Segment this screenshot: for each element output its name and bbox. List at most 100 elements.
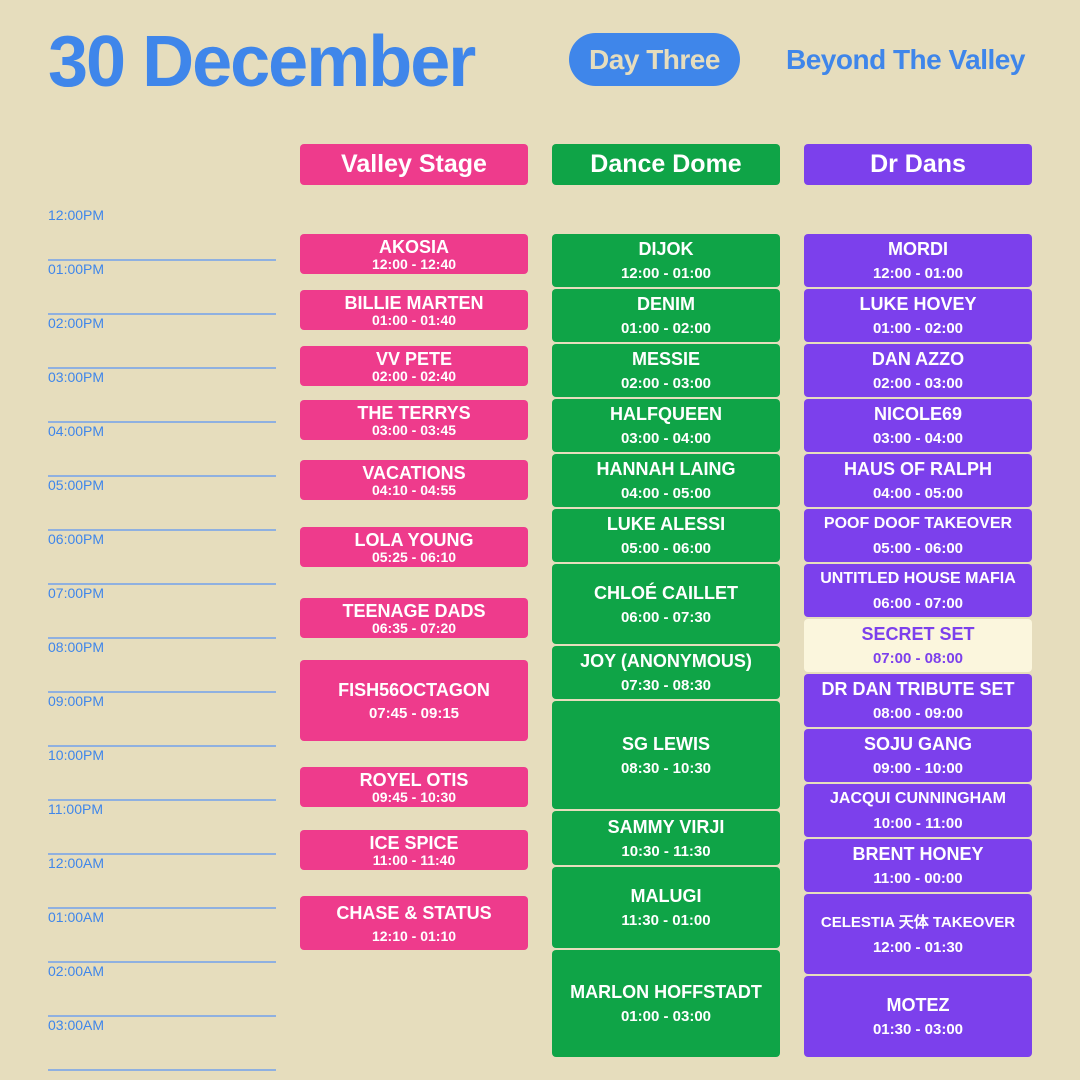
set-slot[interactable]: DAN AZZO 02:00 - 03:00: [804, 344, 1032, 397]
time-label: 12:00PM: [48, 207, 105, 223]
set-time: 01:00 - 03:00: [620, 1008, 712, 1025]
set-slot[interactable]: LUKE HOVEY 01:00 - 02:00: [804, 289, 1032, 342]
artist-name: FISH56OCTAGON: [338, 680, 490, 700]
set-time: 03:00 - 04:00: [620, 430, 712, 447]
set-time: 12:00 - 01:30: [872, 938, 964, 956]
time-divider: [48, 259, 276, 261]
time-label: 08:00PM: [48, 639, 105, 655]
set-slot[interactable]: MORDI 12:00 - 01:00: [804, 234, 1032, 287]
artist-name: UNTITLED HOUSE MAFIA: [820, 570, 1016, 587]
set-time: 04:00 - 05:00: [620, 485, 712, 502]
time-label: 05:00PM: [48, 477, 105, 493]
set-slot[interactable]: MESSIE 02:00 - 03:00: [552, 344, 780, 397]
set-time: 04:00 - 05:00: [872, 485, 964, 502]
set-slot[interactable]: POOF DOOF TAKEOVER 05:00 - 06:00: [804, 509, 1032, 562]
artist-name: MARLON HOFFSTADT: [570, 982, 762, 1002]
set-slot[interactable]: VV PETE 02:00 - 02:40: [300, 346, 528, 386]
set-slot[interactable]: JOY (ANONYMOUS) 07:30 - 08:30: [552, 646, 780, 699]
artist-name: CHASE & STATUS: [336, 902, 492, 923]
artist-name: DR DAN TRIBUTE SET: [821, 679, 1015, 699]
set-slot-secret[interactable]: SECRET SET 07:00 - 08:00: [804, 619, 1032, 672]
artist-name: DIJOK: [638, 239, 694, 259]
set-time: 08:00 - 09:00: [872, 705, 964, 722]
set-slot[interactable]: SG LEWIS 08:30 - 10:30: [552, 701, 780, 809]
artist-name: HANNAH LAING: [596, 459, 736, 479]
set-time: 10:00 - 11:00: [873, 815, 963, 832]
festival-name: Beyond The Valley: [786, 44, 1025, 75]
artist-name: JACQUI CUNNINGHAM: [830, 790, 1006, 807]
set-slot[interactable]: JACQUI CUNNINGHAM 10:00 - 11:00: [804, 784, 1032, 837]
set-slot[interactable]: VACATIONS 04:10 - 04:55: [300, 460, 528, 500]
artist-name: DAN AZZO: [871, 349, 965, 369]
time-row: 08:00PM: [48, 639, 276, 693]
set-time: 07:30 - 08:30: [620, 677, 712, 694]
set-time: 06:35 - 07:20: [371, 619, 457, 636]
set-time: 05:25 - 06:10: [371, 548, 457, 565]
set-slot[interactable]: THE TERRYS 03:00 - 03:45: [300, 400, 528, 440]
set-time: 12:00 - 12:40: [371, 255, 457, 272]
set-slot[interactable]: DR DAN TRIBUTE SET 08:00 - 09:00: [804, 674, 1032, 727]
set-slot[interactable]: LUKE ALESSI 05:00 - 06:00: [552, 509, 780, 562]
artist-name: BRENT HONEY: [852, 844, 984, 864]
artist-name: THE TERRYS: [357, 402, 471, 423]
set-time: 11:30 - 01:00: [621, 912, 711, 929]
set-slot[interactable]: UNTITLED HOUSE MAFIA 06:00 - 07:00: [804, 564, 1032, 617]
time-row: 12:00AM: [48, 855, 276, 909]
set-slot[interactable]: ICE SPICE 11:00 - 11:40: [300, 830, 528, 870]
set-slot[interactable]: TEENAGE DADS 06:35 - 07:20: [300, 598, 528, 638]
time-row: 01:00PM: [48, 261, 276, 315]
artist-name: MALUGI: [630, 886, 702, 906]
set-slot[interactable]: DIJOK 12:00 - 01:00: [552, 234, 780, 287]
set-time: 02:00 - 03:00: [872, 375, 964, 392]
artist-name: CELESTIA 天体 TAKEOVER: [820, 913, 1016, 931]
time-row: 01:00AM: [48, 909, 276, 963]
set-slot[interactable]: DENIM 01:00 - 02:00: [552, 289, 780, 342]
set-slot[interactable]: BILLIE MARTEN 01:00 - 01:40: [300, 290, 528, 330]
time-label: 11:00PM: [48, 801, 103, 817]
set-slot[interactable]: LOLA YOUNG 05:25 - 06:10: [300, 527, 528, 567]
set-time: 10:30 - 11:30: [621, 842, 711, 860]
time-divider: [48, 367, 276, 369]
time-row: 03:00PM: [48, 369, 276, 423]
set-slot[interactable]: SAMMY VIRJI 10:30 - 11:30: [552, 811, 780, 865]
set-slot[interactable]: MALUGI 11:30 - 01:00: [552, 867, 780, 948]
artist-name: LUKE HOVEY: [859, 294, 977, 314]
set-time: 03:00 - 03:45: [371, 421, 457, 438]
set-slot[interactable]: ROYEL OTIS 09:45 - 10:30: [300, 767, 528, 807]
set-slot[interactable]: SOJU GANG 09:00 - 10:00: [804, 729, 1032, 782]
time-label: 03:00AM: [48, 1017, 105, 1033]
set-slot[interactable]: CELESTIA 天体 TAKEOVER 12:00 - 01:30: [804, 894, 1032, 974]
time-divider: [48, 529, 276, 531]
artist-name: ICE SPICE: [369, 832, 459, 853]
time-label: 09:00PM: [48, 693, 105, 709]
set-time: 09:45 - 10:30: [371, 788, 457, 805]
artist-name: LUKE ALESSI: [606, 514, 726, 534]
time-label: 03:00PM: [48, 369, 105, 385]
artist-name: CHLOÉ CAILLET: [594, 582, 738, 603]
artist-name: MORDI: [888, 239, 948, 259]
set-slot[interactable]: FISH56OCTAGON 07:45 - 09:15: [300, 660, 528, 741]
artist-name: SAMMY VIRJI: [607, 816, 725, 837]
time-label: 04:00PM: [48, 423, 105, 439]
set-slot[interactable]: AKOSIA 12:00 - 12:40: [300, 234, 528, 274]
set-slot[interactable]: HALFQUEEN 03:00 - 04:00: [552, 399, 780, 452]
artist-name: VACATIONS: [362, 462, 466, 483]
set-slot[interactable]: CHASE & STATUS 12:10 - 01:10: [300, 896, 528, 950]
set-slot[interactable]: NICOLE69 03:00 - 04:00: [804, 399, 1032, 452]
artist-name: ROYEL OTIS: [359, 769, 469, 790]
set-time: 05:00 - 06:00: [620, 540, 712, 557]
time-row: 06:00PM: [48, 531, 276, 585]
set-slot[interactable]: MOTEZ 01:30 - 03:00: [804, 976, 1032, 1057]
set-slot[interactable]: HAUS OF RALPH 04:00 - 05:00: [804, 454, 1032, 507]
set-slot[interactable]: CHLOÉ CAILLET 06:00 - 07:30: [552, 564, 780, 644]
set-slot[interactable]: HANNAH LAING 04:00 - 05:00: [552, 454, 780, 507]
set-time: 01:00 - 01:40: [371, 311, 457, 328]
time-row: 03:00AM: [48, 1017, 276, 1071]
set-slot[interactable]: MARLON HOFFSTADT 01:00 - 03:00: [552, 950, 780, 1057]
artist-name: JOY (ANONYMOUS): [580, 651, 752, 671]
stage-header-dance-dome: Dance Dome: [552, 144, 780, 185]
set-time: 11:00 - 11:40: [372, 851, 456, 868]
artist-name: DENIM: [637, 294, 695, 314]
set-slot[interactable]: BRENT HONEY 11:00 - 00:00: [804, 839, 1032, 892]
artist-name: AKOSIA: [378, 236, 449, 257]
